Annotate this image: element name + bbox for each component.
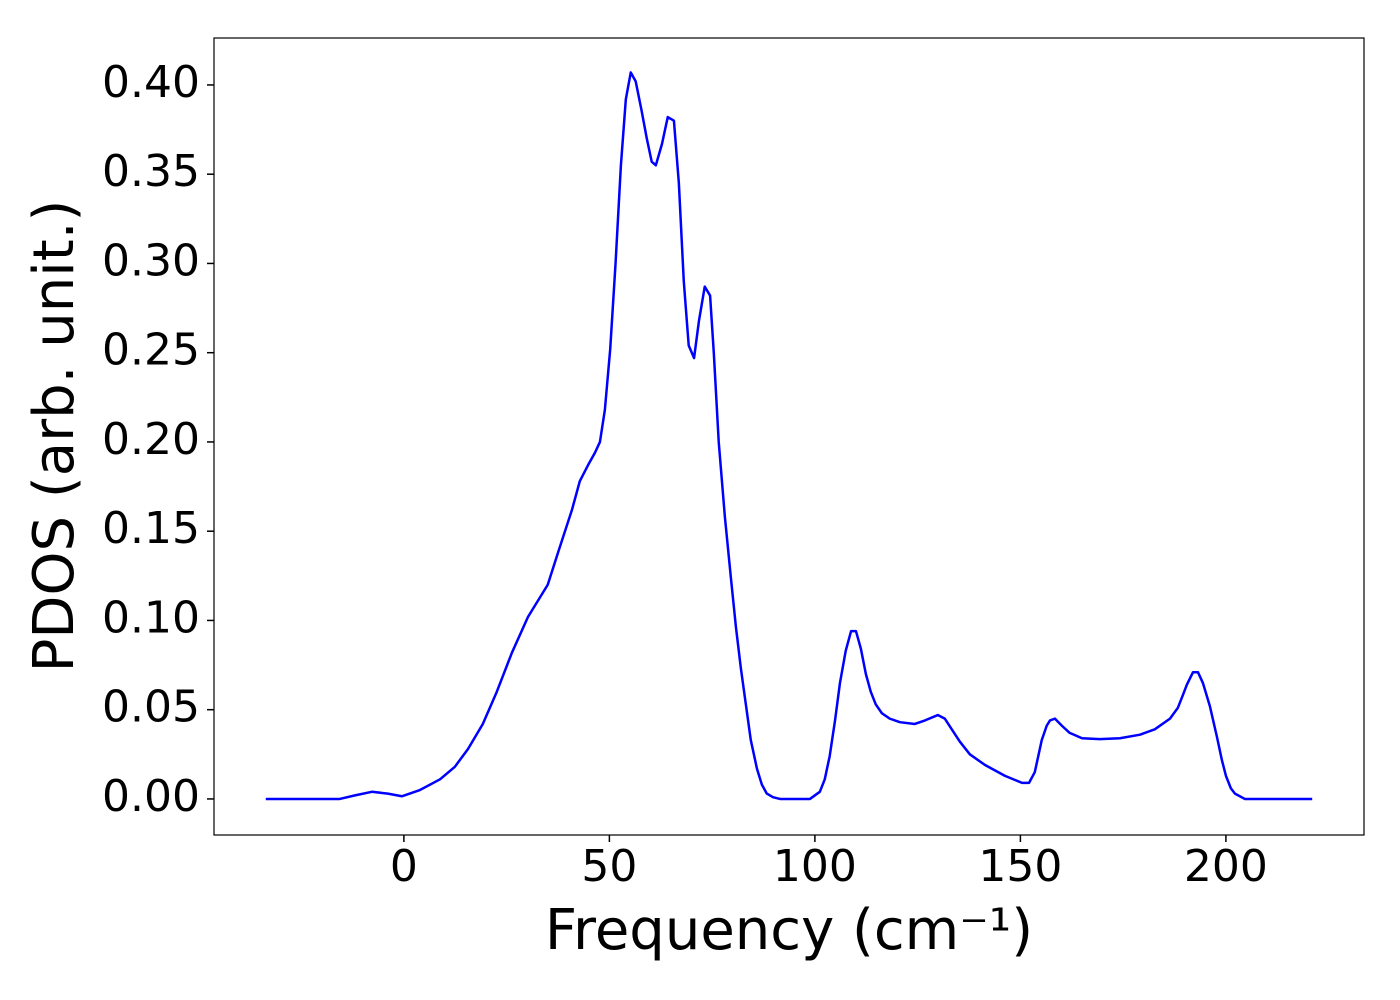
y-tick-label: 0.25	[102, 325, 200, 376]
y-tick-label: 0.40	[102, 57, 200, 108]
x-axis-label: Frequency (cm⁻¹)	[545, 898, 1033, 963]
plot-frame	[213, 37, 1365, 836]
x-tick-label: 0	[390, 841, 418, 892]
y-tick-label: 0.00	[102, 771, 200, 822]
x-tick-label: 150	[978, 841, 1062, 892]
x-tick-label: 200	[1184, 841, 1268, 892]
y-tick-label: 0.30	[102, 235, 200, 286]
y-tick-label: 0.15	[102, 503, 200, 554]
data-line	[265, 71, 1313, 801]
x-tick-label: 50	[581, 841, 637, 892]
x-tick-label: 100	[773, 841, 857, 892]
y-tick-label: 0.35	[102, 146, 200, 197]
y-tick-label: 0.20	[102, 414, 200, 465]
y-tick-label: 0.10	[102, 592, 200, 643]
y-axis-label: PDOS (arb. unit.)	[22, 200, 87, 673]
y-tick-label: 0.05	[102, 682, 200, 733]
